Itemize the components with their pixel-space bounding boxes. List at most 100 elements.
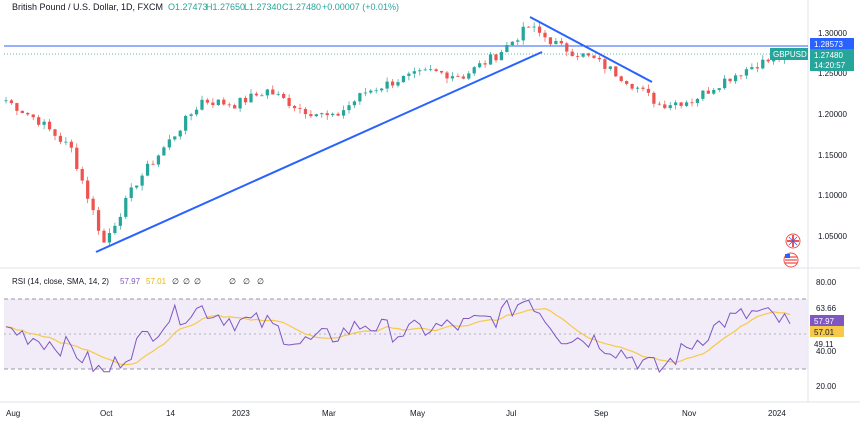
candle-body	[586, 53, 591, 56]
candle-body	[227, 104, 231, 106]
rsi-tick: 49.11	[814, 340, 834, 349]
candle-body	[292, 106, 297, 109]
candle-body	[635, 87, 640, 89]
candle-body	[576, 55, 580, 57]
candle-body	[363, 92, 367, 94]
candle-body	[265, 89, 269, 96]
candle-body	[630, 83, 634, 89]
rsi-sma-axis-label: 57.01	[814, 328, 835, 337]
candle-body	[429, 69, 433, 71]
candle-body	[527, 26, 531, 28]
candle-body	[418, 70, 422, 72]
candle-body	[140, 175, 144, 186]
candle-body	[124, 197, 128, 217]
countdown-label: 14:20:57	[814, 61, 846, 70]
candle-body	[276, 93, 280, 95]
candle-body	[478, 63, 482, 68]
rsi-sma-value: 57.01	[146, 277, 167, 286]
ohlc-open: O1.27473	[168, 2, 208, 12]
candle-body	[53, 129, 57, 136]
candle-body	[521, 26, 525, 41]
ohlc-change: +0.00007 (+0.01%)	[322, 2, 399, 12]
candle-body	[467, 73, 471, 79]
time-tick: Nov	[682, 409, 696, 418]
time-tick: 14	[166, 409, 175, 418]
candle-body	[271, 89, 275, 95]
candle-body	[80, 169, 84, 181]
ohlc-high: H1.27650	[206, 2, 245, 12]
price-tick: 1.10000	[818, 191, 847, 200]
time-tick: 2024	[768, 409, 786, 418]
candle-body	[4, 100, 8, 102]
rsi-value: 57.97	[120, 277, 141, 286]
candle-body	[690, 102, 694, 104]
candle-body	[309, 114, 313, 117]
time-axis: Aug Oct 14 2023 Mar May Jul Sep Nov 2024	[6, 409, 786, 418]
time-tick: May	[410, 409, 425, 418]
candle-body	[733, 75, 738, 82]
candle-body	[151, 163, 155, 165]
candle-body	[499, 52, 504, 61]
rsi-title: RSI (14, close, SMA, 14, 2)	[12, 277, 109, 286]
rsi-tick: 80.00	[816, 278, 837, 287]
candle-body	[42, 121, 46, 125]
candle-body	[260, 95, 264, 97]
empty-marker: ∅	[243, 277, 250, 286]
candle-body	[701, 90, 705, 99]
candle-body	[107, 233, 112, 243]
rsi-axis-label: 57.97	[814, 317, 835, 326]
rsi-line	[5, 299, 791, 373]
candle-body	[37, 117, 41, 125]
empty-marker: ∅	[229, 277, 236, 286]
candle-body	[145, 163, 150, 176]
candle-body	[739, 75, 743, 77]
candle-body	[20, 110, 24, 113]
candle-body	[314, 114, 318, 117]
candle-body	[396, 82, 400, 86]
candle-body	[505, 45, 509, 53]
candle-body	[766, 59, 770, 62]
candle-body	[86, 180, 90, 199]
candle-body	[401, 75, 406, 83]
price-tick: 1.30000	[818, 29, 847, 38]
candle-body	[744, 69, 749, 76]
uk-flag-icon[interactable]	[785, 233, 801, 249]
candle-body	[216, 99, 220, 106]
candle-body	[282, 93, 286, 98]
candle-body	[619, 76, 623, 82]
falling-trendline[interactable]	[529, 16, 653, 83]
candle-body	[135, 185, 139, 188]
us-flag-icon[interactable]	[783, 252, 799, 268]
candle-body	[352, 101, 357, 106]
candle-body	[483, 63, 487, 65]
price-tick: 1.20000	[818, 110, 847, 119]
level-label-box	[810, 38, 854, 49]
candle-body	[674, 102, 678, 106]
candle-body	[331, 113, 335, 116]
rsi-tick: 40.00	[816, 347, 837, 356]
candle-body	[614, 66, 618, 77]
candle-body	[543, 32, 547, 38]
level-label: 1.28573	[814, 40, 843, 49]
candle-body	[510, 41, 514, 46]
candle-body	[728, 78, 732, 82]
candle-body	[679, 102, 683, 106]
candle-body	[456, 76, 460, 77]
empty-marker: ∅	[257, 277, 264, 286]
instrument-title: British Pound / U.S. Dollar, 1D, FXCM	[12, 2, 163, 12]
candle-body	[423, 69, 427, 71]
rising-trendline[interactable]	[95, 51, 543, 253]
candle-body	[570, 51, 574, 56]
candle-body	[565, 43, 569, 52]
candle-body	[211, 102, 215, 106]
candle-body	[554, 40, 558, 45]
candle-body	[755, 67, 759, 69]
candle-body	[581, 53, 585, 57]
candle-body	[129, 187, 133, 198]
candle-body	[750, 67, 754, 70]
candle-body	[287, 97, 291, 107]
candle-body	[380, 88, 384, 91]
candle-body	[532, 26, 536, 28]
price-tick: 1.05000	[818, 232, 847, 241]
